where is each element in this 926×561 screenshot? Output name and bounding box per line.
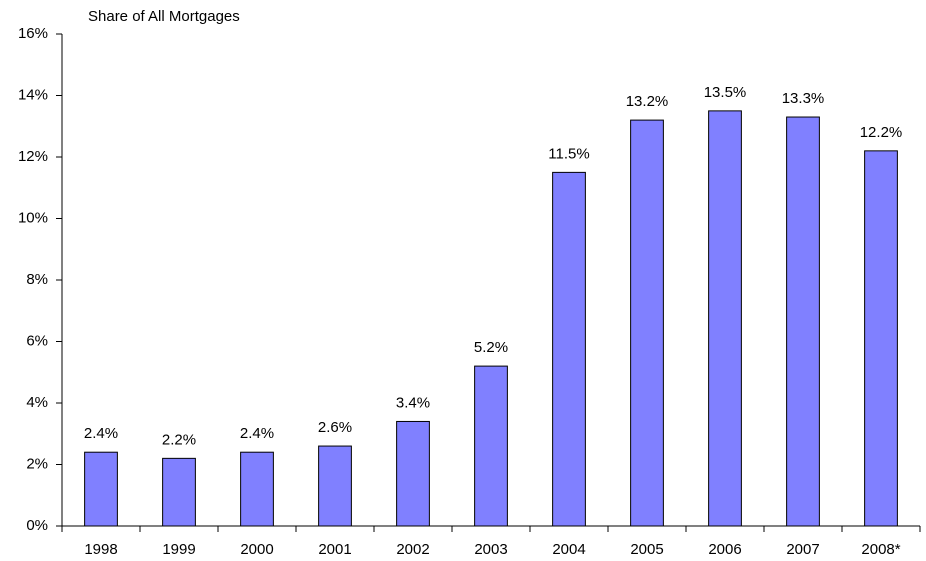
- x-tick-label: 2002: [396, 541, 429, 558]
- x-tick-label: 1999: [162, 541, 195, 558]
- value-label: 12.2%: [860, 124, 903, 141]
- value-label: 11.5%: [548, 145, 589, 162]
- y-tick-label: 12%: [18, 148, 48, 165]
- y-axis-label: Share of All Mortgages: [88, 8, 240, 25]
- bar: [84, 451, 118, 527]
- x-tick-label: 1998: [84, 541, 117, 558]
- x-tick-label: 2007: [786, 541, 819, 558]
- bar: [786, 116, 820, 527]
- y-tick-label: 6%: [26, 332, 48, 349]
- value-label: 2.6%: [318, 419, 352, 436]
- y-tick-label: 2%: [26, 455, 48, 472]
- value-label: 13.5%: [704, 84, 747, 101]
- bar: [396, 420, 430, 527]
- value-label: 2.2%: [162, 431, 196, 448]
- x-tick-label: 2001: [318, 541, 351, 558]
- x-tick-label: 2006: [708, 541, 741, 558]
- value-label: 13.3%: [782, 90, 825, 107]
- bar: [630, 119, 664, 527]
- value-label: 3.4%: [396, 394, 430, 411]
- x-tick-label: 2005: [630, 541, 663, 558]
- value-label: 2.4%: [84, 425, 118, 442]
- y-tick-label: 14%: [18, 86, 48, 103]
- x-tick-label: 2004: [552, 541, 585, 558]
- y-tick-label: 0%: [26, 517, 48, 534]
- bar: [474, 365, 508, 527]
- x-tick-label: 2000: [240, 541, 273, 558]
- y-tick-label: 8%: [26, 271, 48, 288]
- y-tick-label: 10%: [18, 209, 48, 226]
- bar: [318, 445, 352, 527]
- y-tick-label: 4%: [26, 394, 48, 411]
- value-label: 5.2%: [474, 339, 508, 356]
- value-label: 13.2%: [626, 93, 669, 110]
- x-tick-label: 2008*: [861, 541, 900, 558]
- bar: [240, 451, 274, 527]
- y-tick-label: 16%: [18, 25, 48, 42]
- bar: [162, 457, 196, 527]
- value-label: 2.4%: [240, 425, 274, 442]
- x-tick-label: 2003: [474, 541, 507, 558]
- bar: [552, 171, 586, 527]
- bar: [864, 150, 898, 527]
- bar: [708, 110, 742, 527]
